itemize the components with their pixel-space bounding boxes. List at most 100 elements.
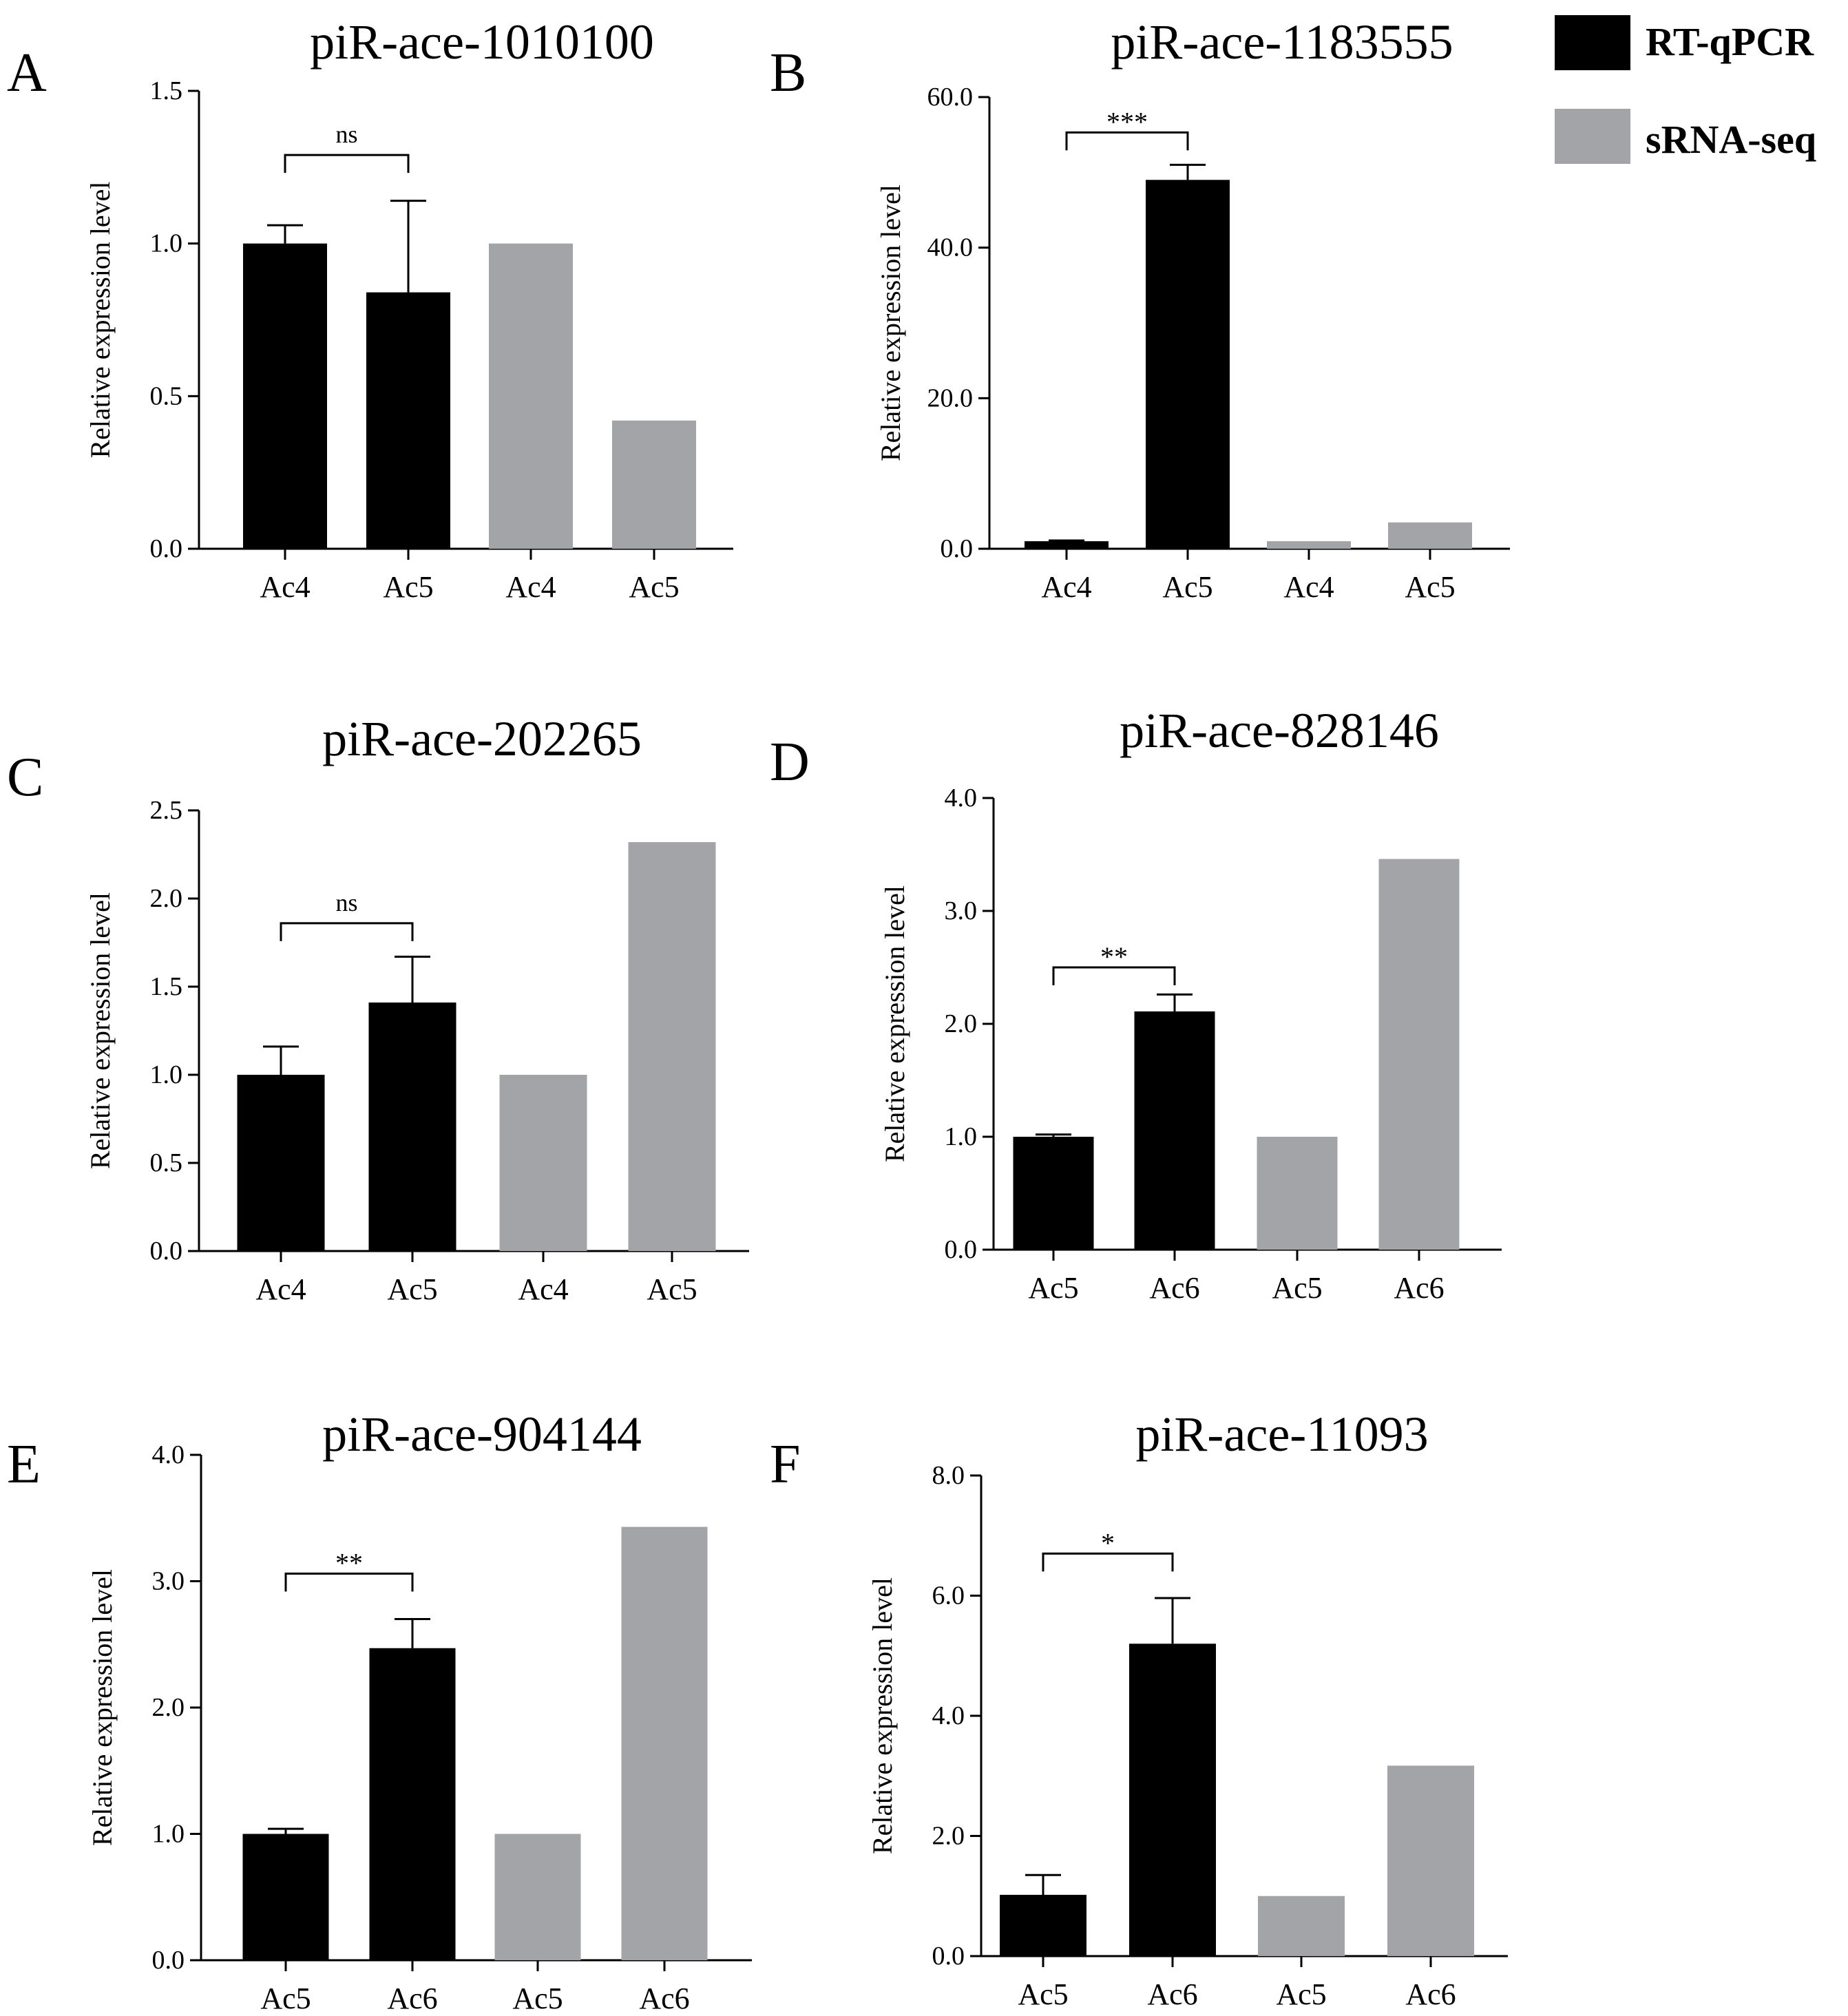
- y-tick-label: 8.0: [932, 1461, 965, 1490]
- x-tick-label: Ac6: [1405, 1977, 1456, 2011]
- x-tick-label: Ac4: [260, 570, 310, 604]
- y-tick-label: 0.0: [152, 1946, 185, 1975]
- y-tick-label: 60.0: [927, 83, 974, 112]
- x-tick-label: Ac6: [1149, 1271, 1199, 1305]
- x-tick-label: Ac5: [629, 570, 679, 604]
- x-tick-label: Ac5: [647, 1272, 697, 1306]
- x-tick-label: Ac5: [387, 1272, 437, 1306]
- significance-bracket: [280, 922, 414, 941]
- x-tick-label: Ac5: [1405, 570, 1455, 604]
- x-tick-label: Ac5: [1272, 1271, 1322, 1305]
- y-axis-label: Relative expression level: [87, 1569, 118, 1846]
- y-tick-label: 2.0: [152, 1693, 185, 1722]
- y-tick-label: 1.5: [150, 76, 183, 105]
- y-tick-label: 0.5: [150, 1148, 183, 1177]
- x-tick-label: Ac5: [1018, 1977, 1068, 2011]
- bar-srnaseq-ac5: [628, 842, 716, 1251]
- y-tick-label: 0.0: [150, 1237, 183, 1266]
- significance-label: **: [335, 1547, 363, 1578]
- x-tick-label: Ac6: [1394, 1271, 1444, 1305]
- bar-srnaseq-ac4: [1267, 541, 1351, 549]
- x-tick-label: Ac5: [512, 1982, 563, 2015]
- bar-rtqpcr-ac5: [242, 1834, 329, 1960]
- significance-label: *: [1101, 1527, 1115, 1558]
- bar-rtqpcr-ac5: [366, 292, 450, 549]
- y-axis-label: Relative expression level: [875, 185, 906, 461]
- bar-srnaseq-ac4: [499, 1075, 587, 1251]
- y-tick-label: 2.0: [932, 1822, 965, 1851]
- bar-srnaseq-ac6: [1387, 1765, 1474, 1956]
- y-tick-label: 1.0: [150, 229, 183, 258]
- y-axis-label: Relative expression level: [879, 885, 910, 1162]
- panel-letter: C: [7, 747, 43, 808]
- x-tick-label: Ac6: [387, 1982, 437, 2015]
- x-tick-label: Ac4: [255, 1272, 306, 1306]
- bar-rtqpcr-ac4: [243, 243, 327, 549]
- y-tick-label: 2.0: [150, 884, 183, 913]
- y-tick-label: 20.0: [927, 384, 974, 412]
- x-tick-label: Ac5: [383, 570, 433, 604]
- y-tick-label: 0.0: [945, 1235, 978, 1264]
- chart-title: piR-ace-11093: [1135, 1407, 1428, 1462]
- bar-srnaseq-ac5: [1257, 1137, 1338, 1250]
- y-tick-label: 4.0: [932, 1701, 965, 1730]
- x-tick-label: Ac6: [639, 1982, 689, 2015]
- significance-label: **: [1100, 941, 1128, 972]
- panel-letter: D: [770, 732, 810, 792]
- bar-rtqpcr-ac6: [1134, 1011, 1215, 1250]
- chart-title: piR-ace-828146: [1120, 703, 1439, 758]
- significance-label: ***: [1106, 106, 1148, 137]
- bar-rtqpcr-ac6: [1129, 1644, 1216, 1956]
- x-tick-label: Ac4: [505, 570, 556, 604]
- y-tick-label: 1.0: [150, 1060, 183, 1089]
- x-tick-label: Ac4: [1041, 570, 1091, 604]
- y-tick-label: 1.0: [152, 1820, 185, 1849]
- y-tick-label: 2.0: [945, 1009, 978, 1038]
- significance-bracket: [284, 154, 410, 174]
- legend-item-rtqpcr: RT-qPCR: [1555, 15, 1814, 70]
- significance-bracket: [1042, 1552, 1174, 1572]
- bar-srnaseq-ac4: [489, 243, 573, 549]
- bar-srnaseq-ac6: [621, 1526, 708, 1960]
- y-tick-label: 1.5: [150, 972, 183, 1001]
- legend-swatch: [1555, 109, 1630, 164]
- y-axis-label: Relative expression level: [867, 1577, 898, 1854]
- bar-rtqpcr-ac5: [1000, 1895, 1086, 1956]
- significance-bracket: [284, 1572, 414, 1592]
- bar-rtqpcr-ac5: [1146, 180, 1230, 549]
- y-tick-label: 3.0: [152, 1567, 185, 1596]
- y-tick-label: 0.0: [941, 534, 974, 563]
- legend-item-srnaseq: sRNA-seq: [1555, 109, 1816, 164]
- significance-label: ns: [335, 120, 357, 148]
- y-tick-label: 0.5: [150, 381, 183, 410]
- bar-rtqpcr-ac4: [1025, 541, 1109, 549]
- x-tick-label: Ac5: [1028, 1271, 1078, 1305]
- panel-letter: A: [7, 43, 47, 103]
- y-tick-label: 1.0: [945, 1122, 978, 1151]
- x-tick-label: Ac4: [1283, 570, 1334, 604]
- x-tick-label: Ac6: [1147, 1977, 1197, 2011]
- y-axis-label: Relative expression level: [85, 892, 116, 1169]
- y-tick-label: 0.0: [150, 534, 183, 563]
- significance-label: ns: [335, 889, 357, 916]
- chart-title: piR-ace-1183555: [1111, 14, 1453, 70]
- bar-srnaseq-ac6: [1378, 859, 1460, 1250]
- bar-rtqpcr-ac5: [1013, 1137, 1094, 1250]
- legend-swatch: [1555, 15, 1630, 70]
- x-tick-label: Ac5: [1162, 570, 1212, 604]
- y-tick-label: 4.0: [945, 784, 978, 812]
- y-tick-label: 4.0: [152, 1440, 185, 1469]
- y-tick-label: 2.5: [150, 796, 183, 825]
- legend-label: sRNA-seq: [1646, 117, 1816, 162]
- significance-bracket: [1052, 966, 1176, 985]
- legend: RT-qPCR sRNA-seq: [1555, 15, 1816, 164]
- panel-letter: B: [770, 43, 806, 103]
- bar-srnaseq-ac5: [494, 1834, 581, 1960]
- panel-letter: F: [770, 1434, 801, 1495]
